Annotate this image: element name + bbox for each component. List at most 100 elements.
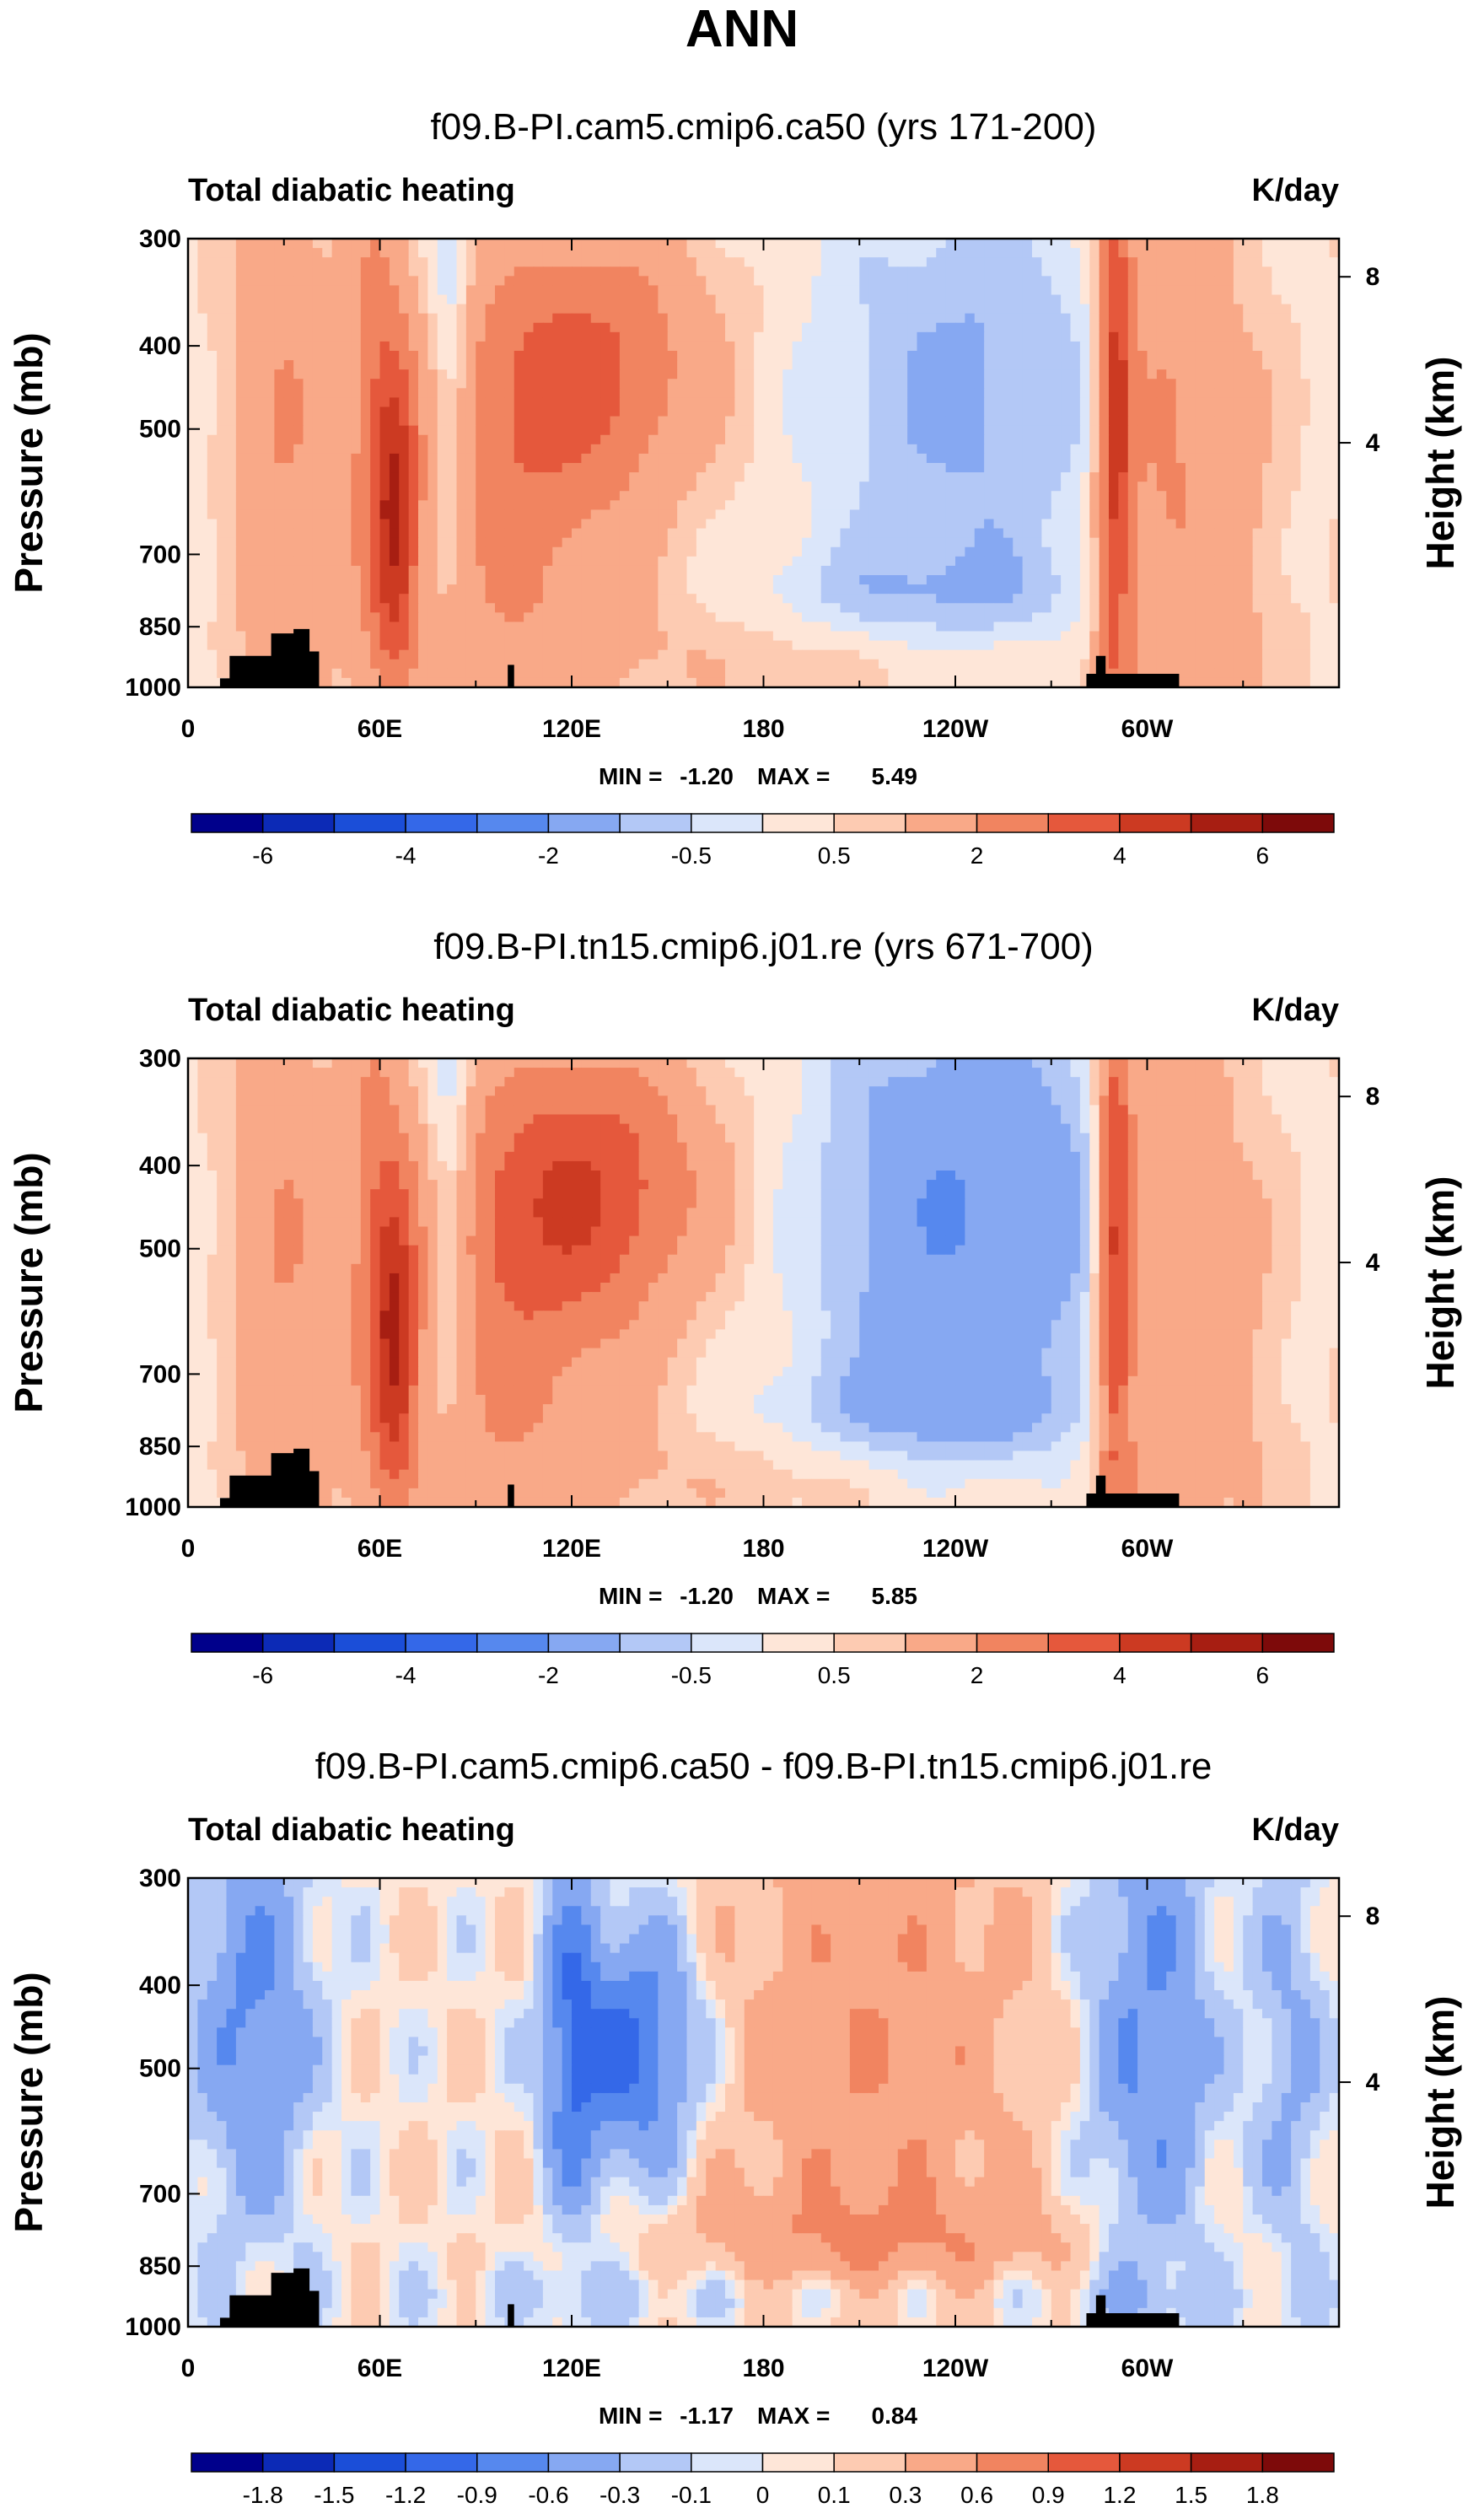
contour-field [188,1058,1339,1507]
terrain-mask [219,628,1180,687]
colorbar-box [833,2452,906,2473]
colorbar-box [619,2452,692,2473]
panel-title: f09.B-PI.cam5.cmip6.ca50 - f09.B-PI.tn15… [315,1746,1212,1787]
colorbar-box [976,813,1049,833]
x-tick-label: 120E [542,715,601,743]
colorbar-box [1190,813,1264,833]
y2-tick-label: 4 [1366,429,1380,457]
y2-tick-label: 8 [1366,263,1380,291]
colorbar-box [1261,813,1335,833]
y2-tick-label: 8 [1366,1903,1380,1930]
colorbar-label: -1.5 [314,2482,354,2508]
y-tick-label: 700 [139,541,181,568]
x-axis: 0 60E 120E 180 120W 60W [181,1878,1340,2382]
colorbar-label: 0.9 [1032,2482,1065,2508]
y-axis-title: Pressure (mb) [7,332,51,593]
colorbar-box [333,2452,406,2473]
colorbar-label: 0.5 [818,1662,851,1688]
colorbar-label: 1.8 [1246,2482,1279,2508]
colorbar-box [547,1633,621,1653]
colorbar-label: 2 [971,1662,984,1688]
y-tick-label: 500 [139,416,181,444]
colorbar-box [1119,813,1192,833]
colorbar-box [1261,1633,1335,1653]
y-tick-label: 300 [139,1045,181,1073]
y-tick-label: 400 [139,1152,181,1180]
min-label: MIN = [599,2403,662,2429]
colorbar-label: 0.6 [960,2482,993,2508]
main-title: ANN [686,0,798,58]
colorbar-label: 1.2 [1103,2482,1136,2508]
x-tick-label: 120E [542,1535,601,1563]
x-tick-label: 60E [358,2355,402,2382]
x-tick-label: 120W [922,715,989,743]
colorbar-box [1190,2452,1264,2473]
colorbar-label: -0.5 [671,1662,712,1688]
colorbar-box [547,813,621,833]
units-label: K/day [1252,993,1339,1028]
colorbar-label: -0.1 [671,2482,712,2508]
colorbar-box [691,2452,764,2473]
max-label: MAX = [757,1583,830,1609]
colorbar-box [261,813,336,833]
colorbar-box [691,1633,764,1653]
y-tick-label: 1000 [125,674,181,702]
colorbar-label: -2 [538,842,559,869]
colorbar-box [1047,1633,1121,1653]
colorbar-label: 0.5 [818,842,851,869]
colorbar-box [547,2452,621,2473]
colorbar-box [476,813,550,833]
colorbar-box [905,2452,978,2473]
colorbar-box [691,813,764,833]
variable-label: Total diabatic heating [188,1812,515,1848]
x-tick-label: 180 [742,715,784,743]
colorbar-label: -6 [252,1662,273,1688]
x-tick-label: 120W [922,2355,989,2382]
colorbar-box [1047,813,1121,833]
colorbar-box [905,813,978,833]
min-max: MIN = -1.20 MAX = 5.49 [599,763,917,789]
colorbar-box [261,2452,336,2473]
panel-1: f09.B-PI.cam5.cmip6.ca50 (yrs 171-200) To… [7,106,1462,869]
colorbar-label: -1.2 [385,2482,426,2508]
y-tick-label: 1000 [125,2313,181,2341]
colorbar-box [191,1633,264,1653]
colorbar-box [476,1633,550,1653]
colorbar-box [405,1633,478,1653]
x-tick-label: 0 [181,1535,196,1563]
colorbar-label: -4 [395,842,417,869]
colorbar-box [261,1633,336,1653]
x-tick-label: 120W [922,1535,989,1563]
max-value: 5.85 [872,1583,918,1609]
variable-label: Total diabatic heating [188,173,515,208]
y-tick-label: 400 [139,1972,181,1999]
colorbar-label: 1.5 [1175,2482,1207,2508]
x-tick-label: 180 [742,2355,784,2382]
colorbar-label: 6 [1256,1662,1270,1688]
colorbar-box [191,2452,264,2473]
colorbar-box [333,1633,406,1653]
y2-axis: 8 4 Height (km) [1339,1083,1462,1390]
colorbar-box [191,813,264,833]
colorbar-label: -6 [252,842,273,869]
y-tick-label: 700 [139,2180,181,2208]
max-label: MAX = [757,2403,830,2429]
colorbar-label: 6 [1256,842,1270,869]
colorbar-label: 0.1 [818,2482,851,2508]
x-tick-label: 0 [181,2355,196,2382]
max-label: MAX = [757,763,830,789]
min-max: MIN = -1.20 MAX = 5.85 [599,1583,917,1609]
y2-axis-title: Height (km) [1418,357,1462,570]
colorbar-box [476,2452,550,2473]
colorbar-label: 4 [1113,842,1126,869]
colorbar-box [976,1633,1049,1653]
colorbar-box [761,2452,835,2473]
y-tick-label: 400 [139,332,181,360]
max-value: 5.49 [872,763,918,789]
colorbar: -6 -4 -2 -0.5 0.5 2 4 6 [191,1633,1335,1688]
colorbar-box [761,813,835,833]
colorbar-label: -0.9 [457,2482,497,2508]
colorbar-label: -0.6 [528,2482,568,2508]
colorbar-box [833,813,906,833]
y2-axis: 8 4 Height (km) [1339,263,1462,570]
